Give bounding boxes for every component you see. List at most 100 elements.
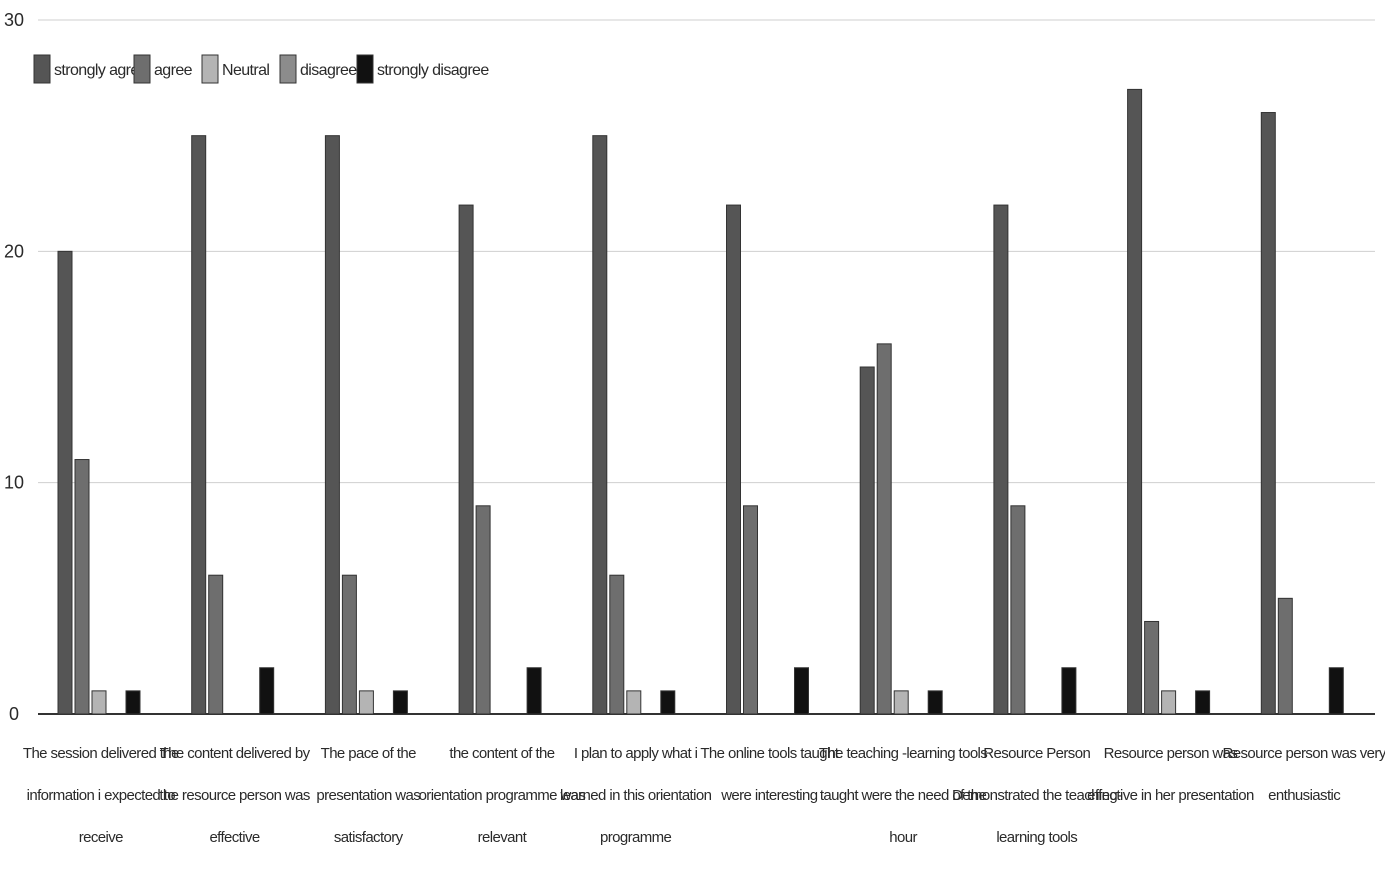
bar (74, 459, 90, 715)
bar (341, 574, 357, 715)
bar (526, 667, 542, 715)
legend-swatch (356, 54, 374, 84)
category-label-line: learned in this orientation (560, 787, 712, 804)
bar (743, 505, 758, 715)
bar (358, 690, 374, 715)
bar (191, 135, 207, 715)
category-label-line: the content of the (449, 745, 554, 762)
bar (1328, 667, 1344, 715)
legend-item: strongly disagree (356, 54, 490, 84)
category-label-line: taught were the need of the (820, 787, 987, 804)
legend-item: disagree (279, 54, 358, 84)
category-label: The pace of the presentation was satisfact… (316, 745, 420, 846)
bar (259, 667, 275, 715)
category-label-line: relevant (478, 829, 528, 846)
category-label-line: effective in her presentation (1087, 787, 1254, 804)
bar (475, 505, 491, 715)
legend-swatch (33, 54, 51, 84)
category-label-line: learning tools (996, 829, 1077, 846)
legend-swatch (279, 54, 297, 84)
bars (57, 88, 1344, 715)
category-label: the content of the orientation programme … (419, 745, 586, 846)
category-label-line: enthusiastic (1268, 787, 1341, 804)
legend-label: agree (154, 62, 193, 79)
legend-label: strongly agree (54, 62, 148, 79)
bar (91, 690, 107, 715)
bar (859, 366, 875, 715)
category-label-line: the resource person was (159, 787, 310, 804)
category-label: Resource person was effective in her pres… (1087, 745, 1254, 804)
category-label: The teaching -learning tools taught were … (819, 745, 987, 846)
legend-label: disagree (300, 62, 357, 79)
category-labels: The session delivered the information i e… (23, 745, 1385, 846)
bar (660, 690, 676, 715)
legend-swatch (201, 54, 219, 84)
series-neutral (91, 690, 1177, 715)
category-label-line: information i expected to (27, 787, 176, 804)
series-strongly-disagree (125, 667, 1344, 715)
category-label-line: I plan to apply what i (574, 745, 698, 762)
y-tick-label: 0 (9, 704, 19, 724)
series-agree (74, 343, 1293, 715)
bar (208, 574, 224, 715)
bar (893, 690, 909, 715)
category-label-line: The content delivered by (160, 745, 311, 762)
bar (458, 204, 474, 715)
category-label-line: The pace of the (321, 745, 416, 762)
bar (1144, 620, 1160, 715)
bar (324, 135, 340, 715)
bar (726, 204, 741, 715)
category-label: The session delivered the information i e… (23, 745, 179, 846)
category-label-line: Resource person was very (1223, 745, 1385, 762)
bar (626, 690, 642, 715)
legend-label: Neutral (222, 62, 269, 79)
category-label-line: presentation was (316, 787, 420, 804)
category-label-line: effective (209, 829, 259, 846)
category-label-line: receive (79, 829, 123, 846)
category-label: The online tools taught were interesting (700, 745, 839, 804)
bar (1161, 690, 1177, 715)
bar (1195, 690, 1211, 715)
bar (1277, 597, 1293, 715)
bar (1010, 505, 1026, 715)
category-label-line: were interesting (720, 787, 818, 804)
category-label-line: The session delivered the (23, 745, 179, 762)
category-label-line: The teaching -learning tools (819, 745, 987, 762)
category-label: I plan to apply what i learned in this or… (560, 745, 712, 846)
legend-item: Neutral (201, 54, 270, 84)
category-label-line: orientation programme was (419, 787, 586, 804)
category-label-line: Resource Person (983, 745, 1090, 762)
bar (993, 204, 1009, 715)
bar (1127, 88, 1143, 715)
bar (125, 690, 141, 715)
bar (794, 667, 809, 715)
y-tick-label: 30 (4, 10, 24, 30)
category-label: The content delivered by the resource per… (159, 745, 310, 846)
bar (876, 343, 892, 715)
y-tick-label: 20 (4, 241, 24, 261)
legend-item: agree (133, 54, 193, 84)
series-strongly-agree (57, 88, 1276, 715)
bar (609, 574, 625, 715)
category-label-line: satisfactory (334, 829, 404, 846)
category-label-line: The online tools taught (700, 745, 839, 762)
category-label-line: hour (889, 829, 917, 846)
category-label-line: Resource person was (1104, 745, 1238, 762)
category-label: Resource Person Demonstrated the teaching… (952, 745, 1122, 846)
gridlines (38, 19, 1375, 484)
category-label-line: programme (600, 829, 672, 846)
y-tick-label: 10 (4, 473, 24, 493)
bar (57, 250, 73, 715)
bar (1260, 112, 1276, 715)
bar (392, 690, 408, 715)
legend-item: strongly agree (33, 54, 148, 84)
legend: strongly agree agree Neutral disagree strong… (33, 54, 490, 84)
bar (592, 135, 608, 715)
legend-label: strongly disagree (377, 62, 489, 79)
legend-swatch (133, 54, 151, 84)
bar (1061, 667, 1077, 715)
bar (927, 690, 943, 715)
category-label-line: Demonstrated the teaching- (952, 787, 1122, 804)
category-label: Resource person was very enthusiastic (1223, 745, 1385, 804)
